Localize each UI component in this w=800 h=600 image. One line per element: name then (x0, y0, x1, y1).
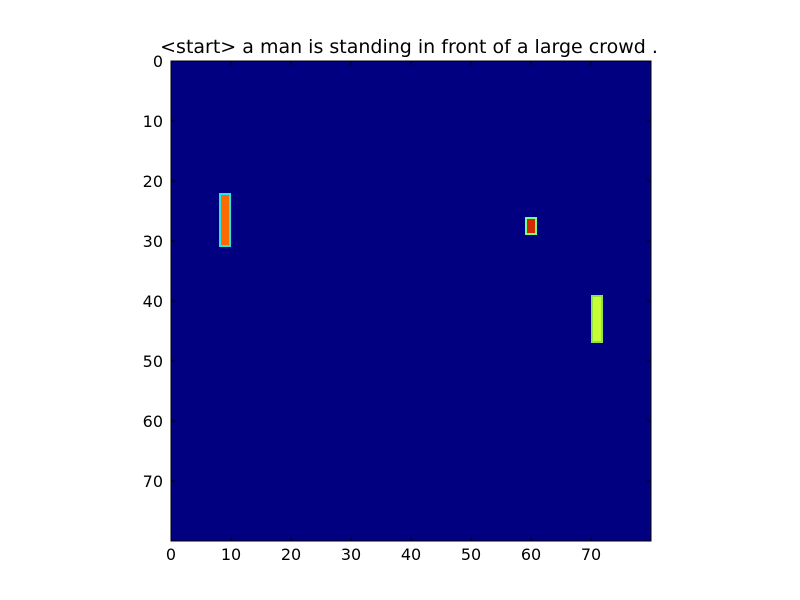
x-tick-label-40: 40 (401, 545, 421, 564)
x-tick-label-10: 10 (221, 545, 241, 564)
y-tick-label-70: 70 (143, 472, 163, 491)
x-axis: 0 10 20 30 40 50 60 70 (166, 61, 601, 564)
x-tick-label-50: 50 (461, 545, 481, 564)
heatmap-background (171, 61, 651, 541)
chart-title: <start> a man is standing in front of a … (160, 36, 658, 58)
heatmap-hotspot-1-core (221, 195, 229, 245)
y-tick-label-50: 50 (143, 352, 163, 371)
y-tick-label-0: 0 (153, 52, 163, 71)
y-tick-label-60: 60 (143, 412, 163, 431)
heatmap-hotspot-2-core (527, 219, 535, 233)
x-tick-label-70: 70 (581, 545, 601, 564)
x-tick-label-60: 60 (521, 545, 541, 564)
x-tick-label-30: 30 (341, 545, 361, 564)
y-axis: 0 10 20 30 40 50 60 70 (143, 52, 651, 491)
heatmap-hotspot-3-core (593, 297, 601, 341)
y-tick-label-10: 10 (143, 112, 163, 131)
y-tick-label-40: 40 (143, 292, 163, 311)
x-tick-label-20: 20 (281, 545, 301, 564)
x-tick-label-0: 0 (166, 545, 176, 564)
y-tick-label-30: 30 (143, 232, 163, 251)
heatmap-hotspots (219, 193, 603, 343)
y-tick-label-20: 20 (143, 172, 163, 191)
